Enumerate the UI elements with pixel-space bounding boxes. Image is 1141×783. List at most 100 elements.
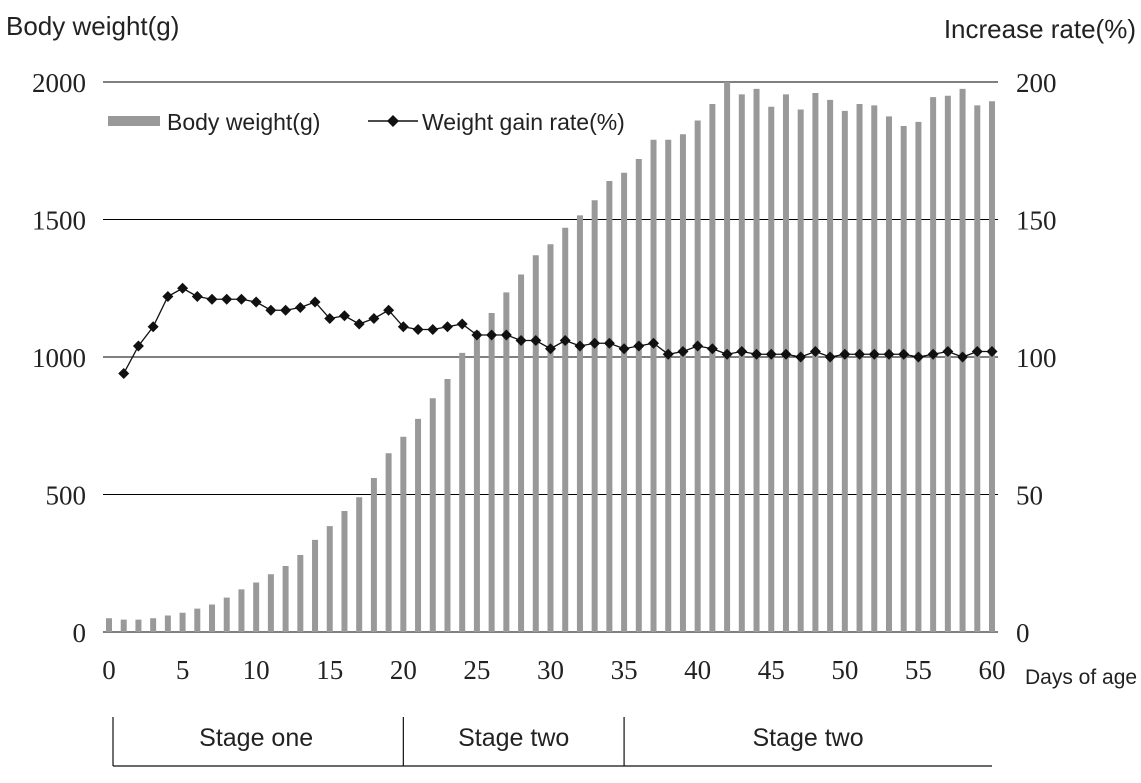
- weight-bar: [106, 618, 112, 632]
- gain-rate-point: [545, 343, 556, 355]
- weight-bar: [797, 109, 804, 632]
- weight-bar: [753, 88, 760, 632]
- legend: Body weight(g) Weight gain rate(%): [108, 109, 625, 135]
- x-tick-label: 15: [316, 655, 343, 685]
- right-tick-label: 0: [1016, 618, 1030, 648]
- gain-rate-point: [250, 296, 262, 308]
- gain-rate-point: [942, 346, 954, 357]
- gain-rate-point: [589, 337, 601, 349]
- gain-rate-point: [221, 293, 233, 305]
- gain-rate-point: [515, 335, 527, 346]
- weight-bar: [238, 589, 245, 632]
- weight-bar: [326, 526, 333, 632]
- weight-bar: [871, 105, 878, 632]
- x-tick-label: 35: [611, 655, 638, 685]
- right-axis-title: Increase rate(%): [944, 14, 1136, 44]
- x-tick-label: 50: [831, 655, 858, 685]
- gain-rate-point: [265, 304, 277, 316]
- gain-rate-point: [677, 346, 689, 357]
- gain-rate-point: [441, 321, 453, 333]
- x-tick-label: 60: [979, 655, 1006, 685]
- left-tick-label: 2000: [32, 68, 86, 98]
- left-tick-label: 500: [46, 481, 87, 511]
- right-tick-label: 50: [1016, 481, 1043, 511]
- gain-rate-point: [809, 346, 821, 357]
- weight-bar: [738, 94, 745, 632]
- gain-rate-point: [486, 329, 498, 341]
- weight-bar: [488, 313, 495, 632]
- gain-rate-point: [294, 302, 306, 313]
- gain-rate-point: [383, 304, 395, 316]
- gain-rate-point: [736, 346, 748, 357]
- weight-bar: [635, 159, 642, 632]
- gain-rate-point: [353, 318, 365, 330]
- weight-bar: [518, 274, 525, 632]
- gain-rate-point: [559, 335, 571, 346]
- gain-rate-point: [177, 282, 189, 294]
- legend-bar-label: Body weight(g): [167, 109, 320, 135]
- right-tick-label: 150: [1016, 206, 1057, 236]
- x-axis-label: Days of age: [1025, 666, 1137, 689]
- stage-label: Stage two: [752, 724, 863, 752]
- left-tick-label: 0: [73, 618, 87, 648]
- x-tick-labels: 0 5 10 15 20 25 30 35 40 45 50 55 60: [102, 655, 1005, 685]
- weight-bar: [856, 104, 863, 632]
- weight-bar: [282, 566, 289, 632]
- x-tick-label: 45: [758, 655, 785, 685]
- x-tick-label: 40: [684, 655, 711, 685]
- weight-bar: [135, 619, 142, 632]
- gain-rate-point: [500, 329, 512, 341]
- weight-bar: [591, 200, 598, 632]
- gain-rate-point: [162, 291, 174, 302]
- weight-bar: [120, 619, 127, 632]
- weight-bar: [606, 181, 613, 632]
- gain-rate-point: [324, 313, 336, 324]
- weight-bar: [164, 615, 171, 632]
- gain-rate-point: [780, 348, 792, 360]
- weight-bar: [253, 582, 260, 632]
- gain-rate-point: [412, 324, 424, 335]
- gain-rate-point: [235, 293, 247, 305]
- weight-bar: [576, 215, 583, 632]
- gain-rate-point: [147, 321, 159, 333]
- gain-rate-point: [338, 310, 350, 322]
- gain-rate-point: [927, 348, 939, 360]
- weight-bar: [356, 497, 363, 632]
- weight-bar: [562, 227, 569, 632]
- weight-bar: [679, 134, 686, 632]
- weight-bar: [665, 139, 672, 632]
- weight-bar: [370, 478, 377, 632]
- gain-rate-point: [191, 291, 203, 302]
- weight-bar: [459, 352, 466, 632]
- gain-rate-point: [912, 351, 924, 363]
- x-tick-label: 0: [102, 655, 116, 685]
- weight-bar: [694, 120, 701, 632]
- gain-rate-point: [854, 348, 866, 360]
- weight-bar: [312, 539, 319, 632]
- gain-rate-point: [765, 348, 777, 360]
- stage-table: Stage one Stage two Stage two: [112, 717, 992, 767]
- gain-rate-point: [309, 296, 321, 308]
- gain-rate-line: [118, 282, 998, 379]
- weight-bar: [429, 398, 436, 632]
- weight-bar: [841, 110, 848, 632]
- legend-bar-swatch: [108, 116, 160, 126]
- weight-bar: [650, 139, 657, 632]
- gain-rate-point: [868, 348, 880, 360]
- weight-bar: [900, 126, 907, 632]
- right-tick-label: 100: [1016, 343, 1057, 373]
- weight-bar: [179, 612, 186, 632]
- weight-bar: [473, 330, 480, 632]
- gain-rate-point: [368, 313, 380, 324]
- weight-bar: [297, 555, 304, 632]
- weight-bar: [223, 597, 230, 632]
- weight-bar: [827, 99, 834, 632]
- gain-rate-point: [456, 318, 468, 330]
- weight-bar: [989, 101, 995, 632]
- stage-label: Stage two: [458, 724, 569, 752]
- weight-bar: [341, 511, 348, 632]
- left-tick-label: 1000: [32, 343, 86, 373]
- weight-bar: [503, 292, 510, 632]
- x-tick-label: 20: [390, 655, 417, 685]
- gain-rate-point: [795, 351, 807, 363]
